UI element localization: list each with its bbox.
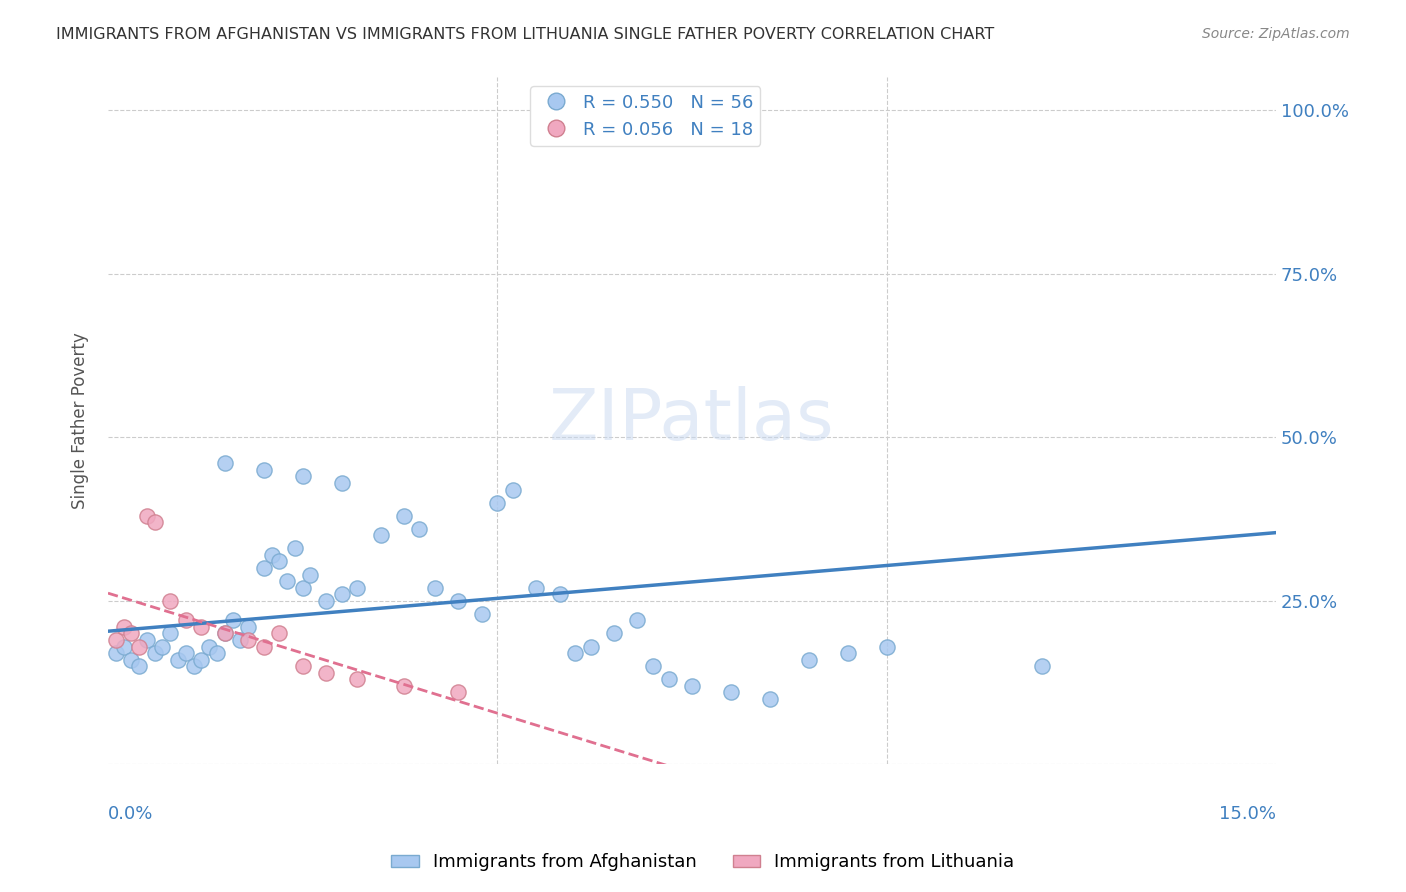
Point [658,672,681,686]
Point [174,646,197,660]
Point [579,640,602,654]
Point [291,659,314,673]
Point [190,652,212,666]
Point [198,640,221,654]
Point [214,626,236,640]
Legend: R = 0.550   N = 56, R = 0.056   N = 18: R = 0.550 N = 56, R = 0.056 N = 18 [530,87,761,146]
Point [626,613,648,627]
Point [135,632,157,647]
Point [1031,659,1053,673]
Text: Source: ZipAtlas.com: Source: ZipAtlas.com [1202,27,1350,41]
Point [447,685,470,699]
Point [759,691,782,706]
Text: ZIPatlas: ZIPatlas [550,386,835,455]
Point [236,620,259,634]
Point [120,652,142,666]
Point [112,620,135,634]
Point [524,581,547,595]
Point [330,587,353,601]
Point [143,646,166,660]
Point [112,640,135,654]
Text: 0.0%: 0.0% [108,805,153,823]
Point [408,522,430,536]
Point [128,659,150,673]
Point [214,626,236,640]
Point [370,528,392,542]
Point [253,640,276,654]
Point [284,541,307,556]
Legend: Immigrants from Afghanistan, Immigrants from Lithuania: Immigrants from Afghanistan, Immigrants … [384,847,1022,879]
Point [299,567,322,582]
Point [797,652,820,666]
Point [423,581,446,595]
Point [564,646,586,660]
Point [548,587,571,601]
Point [260,548,283,562]
Point [269,626,291,640]
Point [174,613,197,627]
Point [167,652,190,666]
Point [104,632,127,647]
Point [837,646,859,660]
Point [276,574,298,588]
Point [269,554,291,568]
Point [135,508,157,523]
Point [128,640,150,654]
Text: 15.0%: 15.0% [1219,805,1277,823]
Point [603,626,626,640]
Point [253,463,276,477]
Point [392,679,415,693]
Point [253,561,276,575]
Point [392,508,415,523]
Point [315,665,337,680]
Point [876,640,898,654]
Point [159,626,181,640]
Point [447,593,470,607]
Point [641,659,664,673]
Point [143,515,166,529]
Point [681,679,703,693]
Point [346,581,368,595]
Point [471,607,494,621]
Text: IMMIGRANTS FROM AFGHANISTAN VS IMMIGRANTS FROM LITHUANIA SINGLE FATHER POVERTY C: IMMIGRANTS FROM AFGHANISTAN VS IMMIGRANT… [56,27,994,42]
Point [236,632,259,647]
Point [720,685,742,699]
Point [205,646,228,660]
Point [159,593,181,607]
Point [291,469,314,483]
Point [315,593,337,607]
Y-axis label: Single Father Poverty: Single Father Poverty [72,333,89,509]
Point [190,620,212,634]
Point [221,613,243,627]
Point [152,640,174,654]
Point [330,475,353,490]
Point [214,456,236,470]
Point [346,672,368,686]
Point [104,646,127,660]
Point [183,659,205,673]
Point [502,483,524,497]
Point [291,581,314,595]
Point [486,495,509,509]
Point [120,626,142,640]
Point [229,632,252,647]
